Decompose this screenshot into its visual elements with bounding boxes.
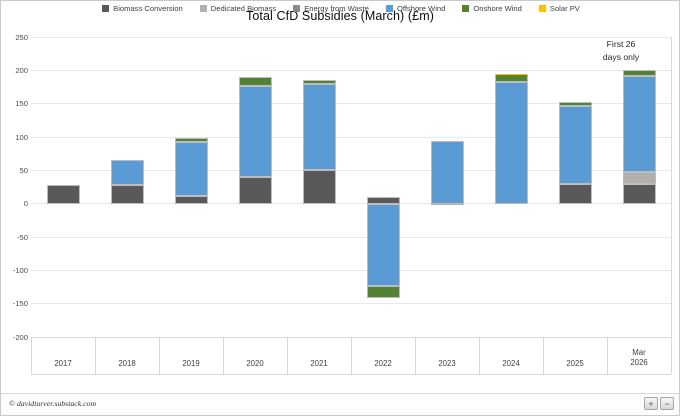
x-axis-separator	[543, 337, 544, 374]
legend-swatch	[462, 4, 470, 12]
chart-title: Total CfD Subsidies (March) (£m)	[246, 9, 434, 23]
legend-item: Energy from Waste	[293, 4, 369, 13]
bar-segment-biomass-conversion	[174, 195, 208, 204]
legend-label: Biomass Conversion	[113, 3, 183, 13]
bar-segment-dedicated-biomass	[430, 203, 464, 205]
legend-label: Onshore Wind	[473, 3, 522, 13]
y-axis-label: 0	[23, 199, 28, 209]
x-axis-label: 2021	[310, 359, 328, 368]
bar-segment-offshore-wind	[622, 75, 656, 172]
legend-swatch	[538, 4, 546, 12]
bar-segment-offshore-wind	[110, 160, 144, 185]
plot-right-border	[671, 37, 672, 374]
gridline	[31, 169, 671, 171]
x-axis-label: Mar 2026	[630, 348, 648, 367]
legend-label: Offshore Wind	[396, 3, 446, 13]
bar-segment-offshore-wind	[494, 82, 528, 204]
x-axis-separator	[159, 337, 160, 374]
bar-segment-onshore-wind	[238, 77, 272, 86]
x-axis-separator	[671, 337, 672, 374]
x-axis-label: 2019	[182, 359, 200, 368]
x-axis-separator	[31, 337, 32, 374]
y-axis-label: -100	[12, 265, 28, 275]
gridline	[31, 103, 671, 105]
bar-segment-biomass-conversion	[46, 185, 80, 204]
annotation-line-1: First 26	[606, 39, 636, 49]
x-axis-label: 2018	[118, 359, 136, 368]
gridline	[31, 69, 671, 71]
legend-label: Energy from Waste	[304, 3, 369, 13]
zoom-out-button[interactable]: −	[660, 397, 674, 410]
x-axis-separator	[415, 337, 416, 374]
legend-swatch	[293, 4, 301, 12]
gridline	[31, 203, 671, 205]
legend-swatch	[102, 4, 110, 12]
bar-segment-offshore-wind	[366, 203, 400, 286]
bar-segment-offshore-wind	[558, 105, 592, 184]
y-axis-label: -50	[17, 232, 28, 242]
gridline	[31, 303, 671, 305]
bar-segment-offshore-wind	[430, 141, 464, 204]
gridline	[31, 236, 671, 238]
bar-segment-offshore-wind	[302, 83, 336, 171]
y-axis-label: -200	[12, 332, 28, 342]
annotation-line-2: days only	[602, 51, 640, 62]
legend-item: Offshore Wind	[385, 3, 446, 13]
bar-segment-dedicated-biomass	[622, 171, 656, 184]
x-axis-bottom-border	[31, 374, 671, 375]
legend-label: Dedicated Biomass	[210, 3, 277, 13]
legend-item: Dedicated Biomass	[199, 3, 277, 13]
y-axis-label: 200	[15, 65, 28, 75]
x-axis-label: 2020	[246, 359, 264, 368]
bar-segment-onshore-wind	[622, 69, 656, 76]
bar-segment-biomass-conversion	[302, 170, 336, 204]
bar-segment-solar-pv	[494, 73, 528, 75]
bar-segment-onshore-wind	[558, 101, 592, 106]
bar-segment-onshore-wind	[494, 74, 528, 83]
gridline	[31, 36, 671, 38]
y-axis-label: 100	[15, 132, 28, 142]
x-axis-label: 2017	[54, 359, 72, 368]
x-axis-label: 2023	[438, 359, 456, 368]
x-axis-separator	[479, 337, 480, 374]
footer: © davidturver.substack.com + −	[1, 393, 679, 415]
credit-text: © davidturver.substack.com	[9, 399, 97, 408]
bar-segment-biomass-conversion	[238, 177, 272, 204]
bar-segment-biomass-conversion	[110, 185, 144, 204]
legend-item: Onshore Wind	[462, 4, 522, 13]
zoom-in-button[interactable]: +	[644, 397, 658, 410]
x-axis-label: 2025	[566, 359, 584, 368]
zoom-controls: + −	[644, 397, 674, 410]
chart-annotation: First 26 days only	[576, 38, 666, 63]
x-axis-separator	[95, 337, 96, 374]
y-axis-label: 50	[19, 165, 28, 175]
y-axis-label: 150	[15, 99, 28, 109]
y-axis-label: 250	[15, 32, 28, 42]
x-axis-label: 2022	[374, 359, 392, 368]
x-axis-separator	[351, 337, 352, 374]
bar-segment-offshore-wind	[238, 85, 272, 177]
x-axis-separator	[607, 337, 608, 374]
legend-item: Biomass Conversion	[102, 4, 183, 13]
legend-swatch	[199, 4, 207, 12]
legend: Biomass Conversion Dedicated Biomass Energ…	[1, 1, 679, 15]
y-axis-label: -150	[12, 299, 28, 309]
bar-segment-biomass-conversion	[366, 197, 400, 204]
bar-segment-biomass-conversion	[558, 183, 592, 204]
x-axis-separator	[287, 337, 288, 374]
gridline	[31, 136, 671, 138]
x-axis-label: 2024	[502, 359, 520, 368]
x-axis-separator	[223, 337, 224, 374]
bar-segment-onshore-wind	[302, 79, 336, 84]
legend-item: Solar PV	[538, 3, 580, 13]
legend-swatch	[385, 4, 393, 12]
bar-segment-onshore-wind	[366, 285, 400, 298]
bar-segment-offshore-wind	[174, 142, 208, 196]
bar-segment-onshore-wind	[174, 137, 208, 143]
gridline	[31, 269, 671, 271]
legend-label: Solar PV	[549, 3, 580, 13]
bar-segment-biomass-conversion	[622, 183, 656, 204]
